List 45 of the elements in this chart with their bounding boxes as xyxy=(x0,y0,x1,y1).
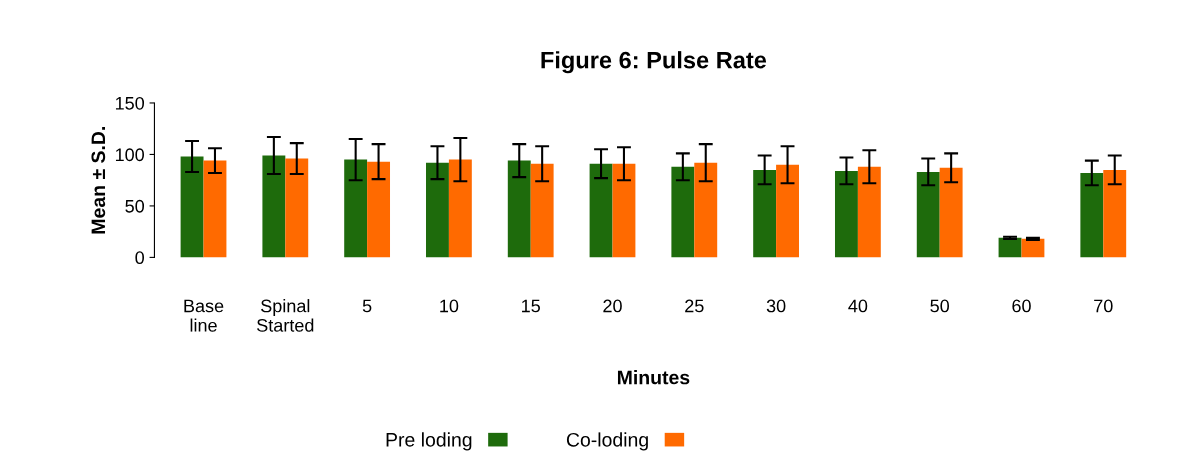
x-axis-title: Minutes xyxy=(617,370,690,385)
bar xyxy=(1021,238,1045,258)
bar xyxy=(262,155,286,258)
bar xyxy=(1103,169,1127,258)
y-tick-label: 50 xyxy=(125,199,145,213)
x-tick-label: 5 xyxy=(362,299,372,313)
y-tick-label: 0 xyxy=(135,251,145,265)
bar xyxy=(694,162,718,258)
bar xyxy=(671,166,695,258)
x-tick-label: Spinal Started xyxy=(257,299,314,332)
bar xyxy=(426,162,449,258)
x-tick-label: 10 xyxy=(440,299,459,313)
legend-label: Pre loding xyxy=(386,432,472,451)
chart-title: Figure 6: Pulse Rate xyxy=(541,51,767,74)
bar xyxy=(285,158,309,258)
bar xyxy=(753,169,777,258)
bar xyxy=(530,163,554,258)
bar xyxy=(834,170,858,258)
bar xyxy=(857,166,881,258)
x-tick-label: 40 xyxy=(848,299,868,313)
legend-label: Co-loding xyxy=(566,432,648,451)
y-axis-title: Mean ± S.D. xyxy=(91,127,106,234)
bar xyxy=(367,161,391,258)
bar xyxy=(776,164,799,258)
bar xyxy=(448,159,472,258)
x-tick-label: 20 xyxy=(603,299,622,313)
bar xyxy=(507,160,531,258)
y-tick-label: 150 xyxy=(115,96,145,110)
bar xyxy=(612,163,636,258)
bar xyxy=(180,156,204,258)
x-tick-label: 30 xyxy=(766,299,786,313)
x-tick-label: 25 xyxy=(685,299,704,313)
x-tick-label: 50 xyxy=(930,299,950,313)
x-tick-label: 70 xyxy=(1094,299,1113,313)
bar xyxy=(939,167,963,258)
bar xyxy=(589,163,613,258)
bar xyxy=(998,237,1022,258)
bar xyxy=(203,160,227,258)
bar xyxy=(344,159,368,258)
bar xyxy=(916,171,940,258)
x-tick-label: 15 xyxy=(522,299,540,313)
y-tick-label: 100 xyxy=(115,148,145,162)
x-tick-label: 60 xyxy=(1012,299,1031,313)
bar xyxy=(1080,172,1104,258)
x-tick-label: Base line xyxy=(184,299,224,332)
